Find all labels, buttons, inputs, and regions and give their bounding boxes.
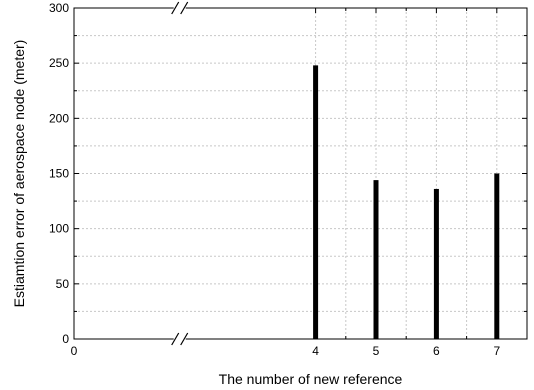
y-tick-label: 0 [62, 332, 69, 346]
axis-break-slash [171, 1, 180, 15]
y-tick-label: 50 [56, 277, 70, 291]
x-tick-label: 7 [493, 344, 500, 358]
bar-5 [373, 180, 379, 339]
axis-break-gap-top [173, 6, 186, 10]
tick-labels: 0 50 100 150 200 250 300 0 4 5 6 7 [49, 1, 500, 358]
x-axis-title: The number of new reference [219, 371, 403, 387]
x-tick-label: 5 [373, 344, 380, 358]
grid [74, 8, 527, 339]
y-tick-label: 250 [49, 56, 69, 70]
axis-break-slash [180, 332, 189, 346]
ticks [73, 7, 527, 340]
bar-6 [433, 188, 439, 339]
x-tick-label: 6 [433, 344, 440, 358]
y-tick-label: 100 [49, 222, 69, 236]
y-tick-label: 150 [49, 167, 69, 181]
y-tick-label: 200 [49, 111, 69, 125]
axis-break-gap-bottom [173, 337, 186, 341]
x-tick-label: 4 [312, 344, 319, 358]
y-tick-label: 300 [49, 1, 69, 15]
axis-break-slash [171, 332, 180, 346]
axis-break [171, 1, 189, 346]
bar-4 [313, 65, 319, 339]
bar-7 [494, 173, 500, 339]
y-axis-title: Estiamtion error of aerospace node (mete… [11, 40, 27, 308]
bars [313, 65, 500, 339]
x-tick-label: 0 [71, 344, 78, 358]
axis-break-slash [180, 1, 189, 15]
